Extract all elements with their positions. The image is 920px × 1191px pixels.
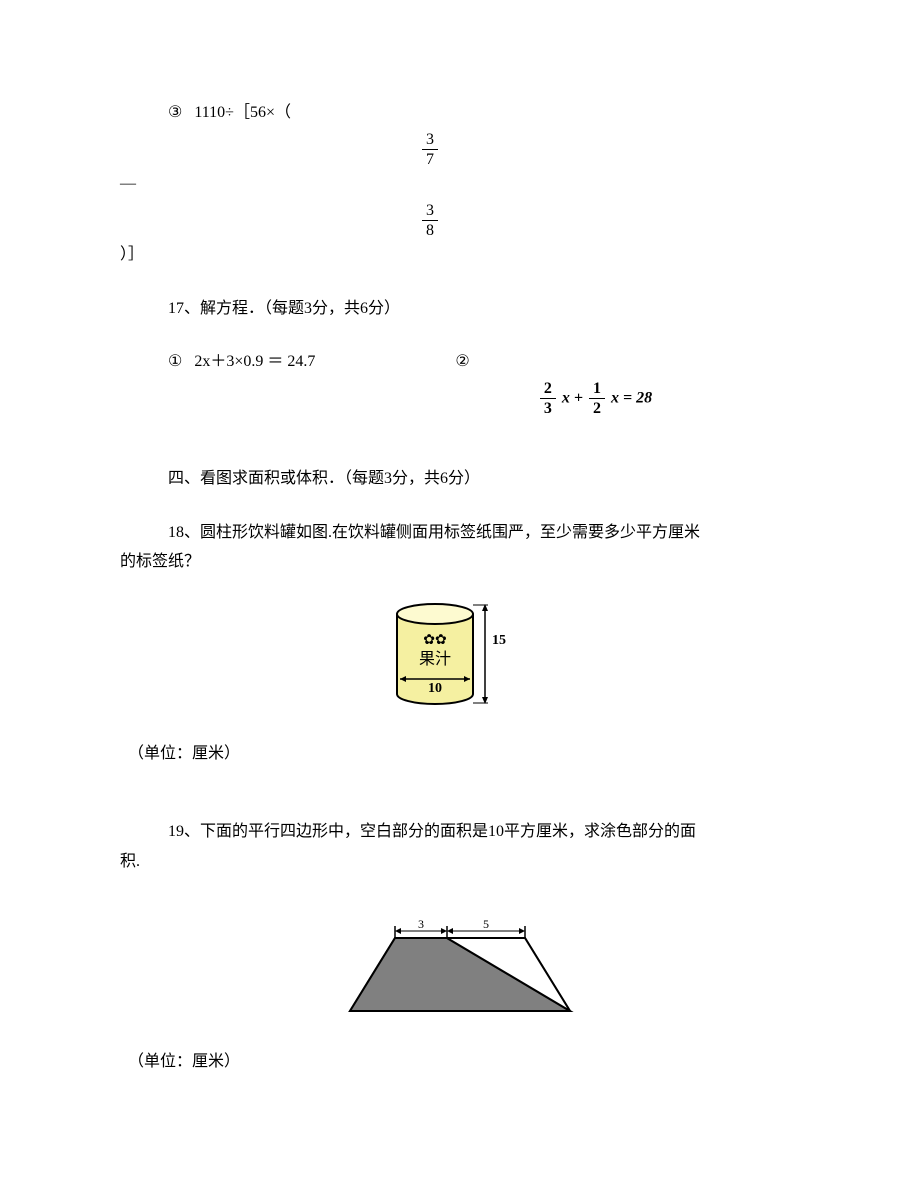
q17-item1-expr: 2x＋3×0.9 ＝ 24.7 [194,353,315,370]
q17-item1: ① 2x＋3×0.9 ＝ 24.7 [168,349,315,375]
q17-row: ① 2x＋3×0.9 ＝ 24.7 ② [120,349,800,375]
cylinder-svg: ✿✿ 果汁 10 15 [370,589,550,719]
q18-line2: 的标签纸？ [120,549,800,575]
q17-item2-label: ② [455,349,469,375]
q18-figure: ✿✿ 果汁 10 15 [120,589,800,728]
q17-mid1: x + [562,389,587,406]
q16-frac1-den: 7 [422,150,438,169]
q19-figure: 3 5 [120,916,800,1035]
q17-frac1-den: 3 [540,399,556,418]
q16-expr1: 1110÷［56×（ [194,104,291,121]
q18-unit: （单位：厘米） [120,741,800,767]
q17-frac1-num: 2 [540,379,556,399]
q16-frac2-num: 3 [422,201,438,221]
q16-frac1: 3 7 [422,130,438,169]
q19-unit: （单位：厘米） [120,1049,800,1075]
width-label: 10 [428,681,442,696]
star-icon: ✿✿ [423,633,446,648]
q17-item2-expr: 2 3 x + 1 2 x = 28 [120,379,800,418]
label-5: 5 [483,917,489,931]
q16-frac2-wrap: 3 8 [120,201,800,240]
q19-line2: 积. [120,849,800,875]
q16-frac2: 3 8 [422,201,438,240]
juice-label: 果汁 [419,650,451,668]
q17-frac2-num: 1 [589,379,605,399]
q16-frac1-num: 3 [422,130,438,150]
q17-frac1: 2 3 [540,379,556,418]
section4-title: 四、看图求面积或体积．（每题3分，共6分） [120,466,800,492]
q17-item1-label: ① [168,353,182,370]
q16-frac2-den: 8 [422,221,438,240]
q16-label: ③ [168,104,182,121]
parallelogram-svg: 3 5 [335,916,585,1026]
label-3: 3 [418,917,424,931]
q18-line1: 18、圆柱形饮料罐如图.在饮料罐侧面用标签纸围严，至少需要多少平方厘米 [120,520,800,546]
q16-minus: — [120,171,800,197]
q17-title: 17、解方程．（每题3分，共6分） [120,296,800,322]
q16-line1: ③ 1110÷［56×（ [120,100,800,126]
q19-line1: 19、下面的平行四边形中，空白部分的面积是10平方厘米，求涂色部分的面 [120,819,800,845]
q17-frac2-den: 2 [589,399,605,418]
q16-end: ）］ [120,242,800,268]
height-label: 15 [492,633,506,648]
q16-frac1-wrap: 3 7 [120,130,800,169]
q17-mid2: x = 28 [611,389,652,406]
q17-frac2: 1 2 [589,379,605,418]
